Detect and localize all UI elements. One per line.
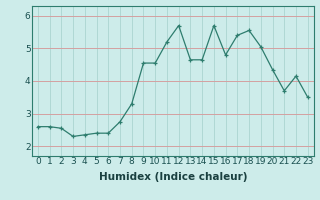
X-axis label: Humidex (Indice chaleur): Humidex (Indice chaleur) — [99, 172, 247, 182]
